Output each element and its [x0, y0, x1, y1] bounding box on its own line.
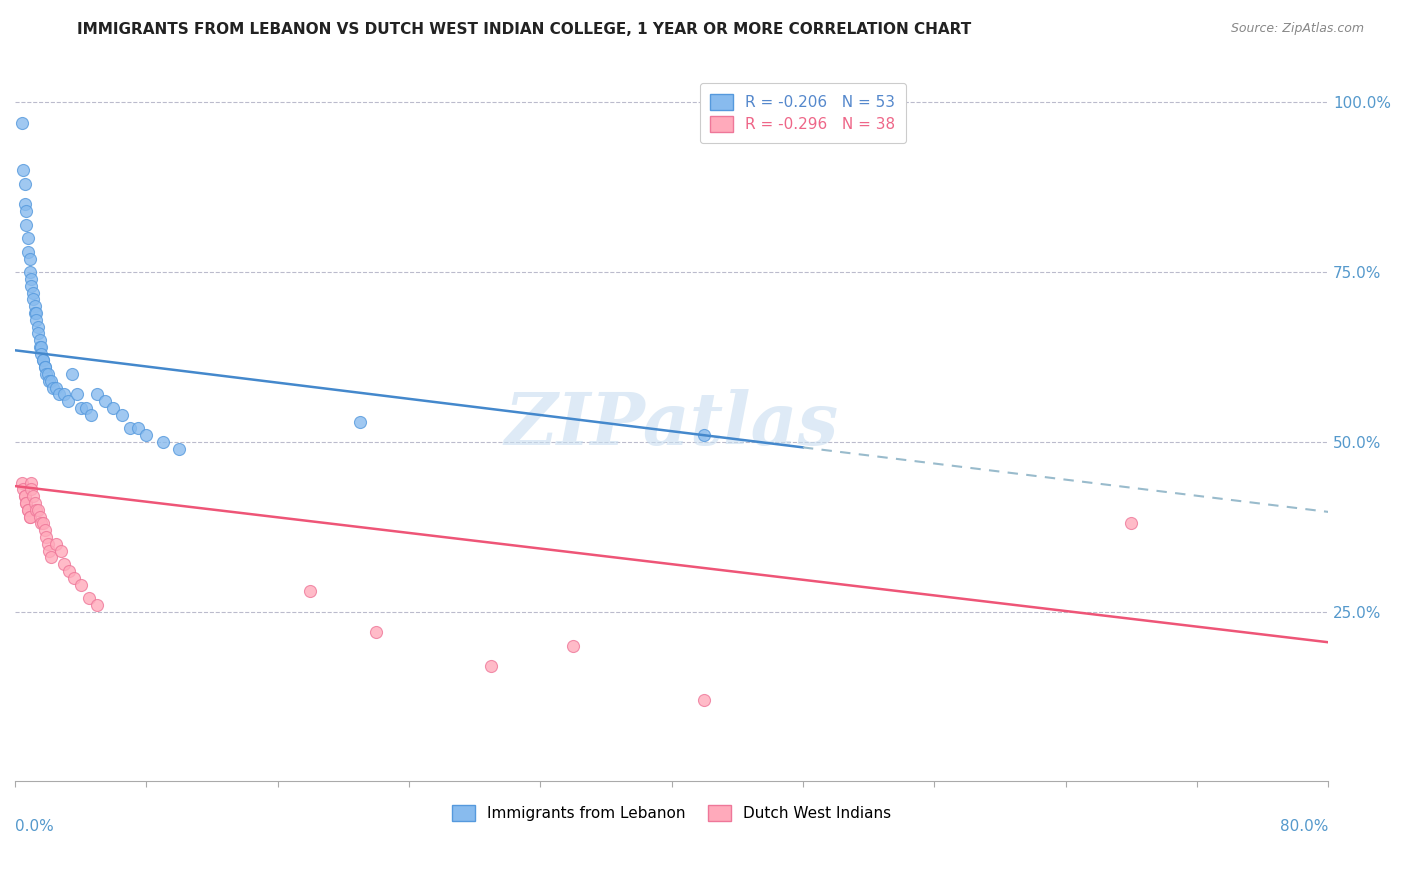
- Point: [45, 537, 67, 551]
- Point: [69, 577, 91, 591]
- Point: [32, 353, 55, 368]
- Point: [15, 218, 38, 232]
- Point: [13, 483, 35, 497]
- Point: [17, 503, 39, 517]
- Point: [20, 272, 42, 286]
- Point: [20, 278, 42, 293]
- Point: [111, 408, 134, 422]
- Point: [37, 367, 59, 381]
- Text: Source: ZipAtlas.com: Source: ZipAtlas.com: [1230, 22, 1364, 36]
- Point: [34, 360, 56, 375]
- Point: [14, 197, 37, 211]
- Point: [69, 401, 91, 415]
- Point: [135, 428, 157, 442]
- Point: [79, 408, 101, 422]
- Point: [15, 496, 38, 510]
- Point: [15, 204, 38, 219]
- Point: [27, 326, 49, 341]
- Point: [366, 625, 388, 640]
- Point: [66, 387, 89, 401]
- Point: [24, 496, 46, 510]
- Text: IMMIGRANTS FROM LEBANON VS DUTCH WEST INDIAN COLLEGE, 1 YEAR OR MORE CORRELATION: IMMIGRANTS FROM LEBANON VS DUTCH WEST IN…: [77, 22, 972, 37]
- Point: [1121, 516, 1143, 531]
- Point: [75, 401, 97, 415]
- Point: [53, 387, 76, 401]
- Point: [14, 489, 37, 503]
- Point: [37, 537, 59, 551]
- Point: [30, 516, 52, 531]
- Point: [32, 516, 55, 531]
- Point: [127, 421, 149, 435]
- Point: [49, 543, 72, 558]
- Point: [22, 285, 45, 300]
- Point: [58, 564, 80, 578]
- Point: [18, 265, 41, 279]
- Point: [32, 353, 55, 368]
- Point: [27, 319, 49, 334]
- Point: [35, 367, 58, 381]
- Point: [30, 347, 52, 361]
- Point: [18, 252, 41, 266]
- Point: [28, 340, 51, 354]
- Point: [17, 244, 39, 259]
- Point: [24, 299, 46, 313]
- Text: 80.0%: 80.0%: [1279, 819, 1329, 834]
- Point: [20, 475, 42, 490]
- Point: [693, 693, 716, 707]
- Point: [299, 584, 322, 599]
- Point: [62, 367, 84, 381]
- Point: [86, 387, 108, 401]
- Point: [10, 116, 32, 130]
- Point: [14, 489, 37, 503]
- Point: [167, 442, 190, 456]
- Point: [349, 415, 371, 429]
- Point: [693, 428, 716, 442]
- Point: [53, 557, 76, 571]
- Legend: Immigrants from Lebanon, Dutch West Indians: Immigrants from Lebanon, Dutch West Indi…: [446, 799, 897, 827]
- Point: [94, 394, 117, 409]
- Point: [42, 381, 65, 395]
- Point: [10, 475, 32, 490]
- Text: ZIPatlas: ZIPatlas: [505, 390, 838, 460]
- Point: [17, 231, 39, 245]
- Point: [48, 387, 70, 401]
- Point: [479, 659, 502, 673]
- Point: [27, 503, 49, 517]
- Point: [17, 503, 39, 517]
- Point: [38, 543, 60, 558]
- Point: [39, 550, 62, 565]
- Point: [30, 340, 52, 354]
- Point: [18, 509, 41, 524]
- Point: [103, 401, 125, 415]
- Point: [15, 496, 38, 510]
- Point: [14, 177, 37, 191]
- Point: [18, 509, 41, 524]
- Point: [63, 571, 86, 585]
- Point: [34, 360, 56, 375]
- Point: [20, 483, 42, 497]
- Point: [22, 293, 45, 307]
- Point: [25, 312, 48, 326]
- Point: [77, 591, 100, 606]
- Point: [562, 639, 585, 653]
- Point: [25, 306, 48, 320]
- Point: [35, 530, 58, 544]
- Point: [45, 381, 67, 395]
- Point: [86, 598, 108, 612]
- Point: [28, 509, 51, 524]
- Point: [38, 374, 60, 388]
- Point: [13, 163, 35, 178]
- Point: [22, 489, 45, 503]
- Point: [28, 333, 51, 347]
- Point: [24, 306, 46, 320]
- Point: [39, 374, 62, 388]
- Point: [56, 394, 79, 409]
- Point: [34, 523, 56, 537]
- Point: [118, 421, 141, 435]
- Text: 0.0%: 0.0%: [15, 819, 53, 834]
- Point: [25, 503, 48, 517]
- Point: [152, 434, 174, 449]
